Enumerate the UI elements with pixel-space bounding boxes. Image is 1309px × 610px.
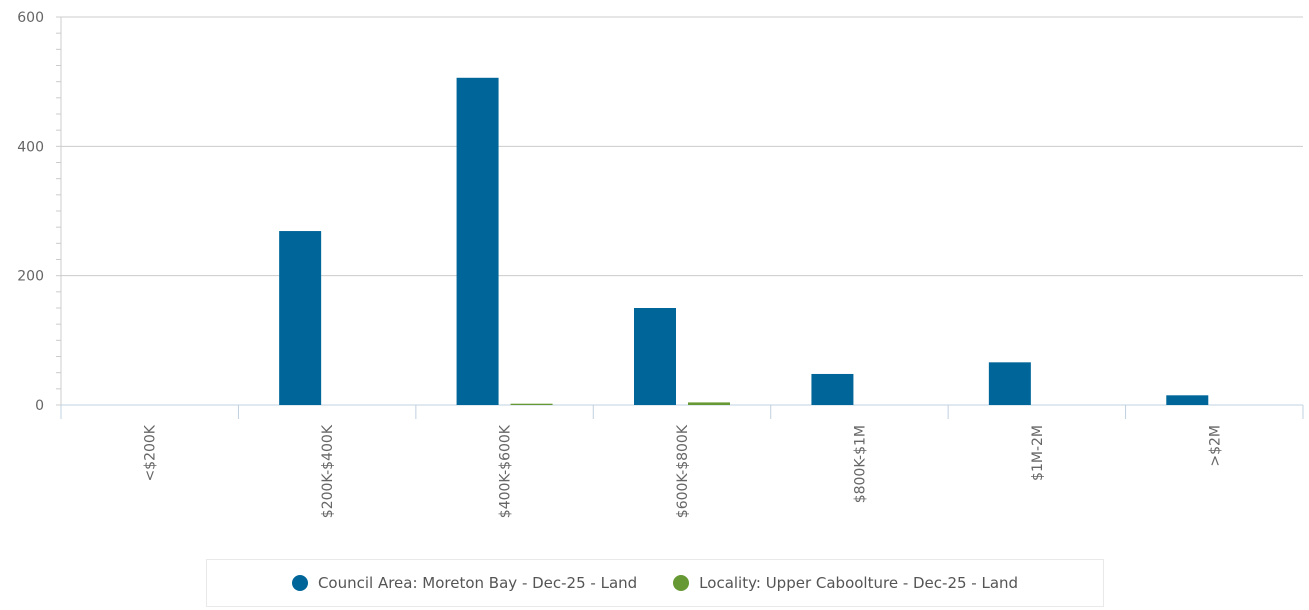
- y-tick-label: 0: [35, 398, 44, 414]
- y-tick-label: 200: [17, 269, 44, 285]
- x-tick-label: $800K-$1M: [852, 425, 868, 503]
- bar: [510, 403, 553, 405]
- bar: [688, 402, 730, 405]
- bars: [279, 77, 1209, 405]
- tick-labels: 0 200 400 600 <$200K $200K-$400K $400K-$600K $6…: [17, 10, 1223, 518]
- legend-item-council-area[interactable]: Council Area: Moreton Bay - Dec-25 - Lan…: [291, 574, 638, 592]
- bar: [1166, 395, 1209, 405]
- bar: [988, 362, 1031, 405]
- x-tick-label: $600K-$800K: [675, 424, 691, 518]
- bar: [811, 373, 854, 405]
- bar: [456, 77, 499, 405]
- axes: [56, 16, 1304, 419]
- legend-marker-icon: [291, 575, 308, 591]
- x-tick-label: $200K-$400K: [320, 424, 336, 518]
- y-tick-label: 600: [17, 10, 44, 26]
- legend-label: Council Area: Moreton Bay - Dec-25 - Lan…: [317, 574, 638, 592]
- legend-label: Locality: Upper Caboolture - Dec-25 - La…: [699, 574, 1019, 592]
- x-tick-label: $400K-$600K: [498, 424, 514, 518]
- bar: [634, 308, 676, 405]
- legend-item-locality[interactable]: Locality: Upper Caboolture - Dec-25 - La…: [673, 574, 1018, 592]
- legend: Council Area: Moreton Bay - Dec-25 - Lan…: [206, 559, 1104, 607]
- y-tick-label: 400: [17, 139, 44, 155]
- bar: [279, 231, 322, 405]
- legend-marker-icon: [673, 575, 690, 591]
- bar-chart: 0 200 400 600 <$200K $200K-$400K $400K-$600K $6…: [17, 10, 1304, 518]
- x-tick-label: >$2M: [1207, 425, 1223, 467]
- gridlines: [61, 16, 1303, 277]
- x-tick-label: <$200K: [143, 424, 159, 481]
- x-tick-label: $1M-2M: [1030, 425, 1046, 481]
